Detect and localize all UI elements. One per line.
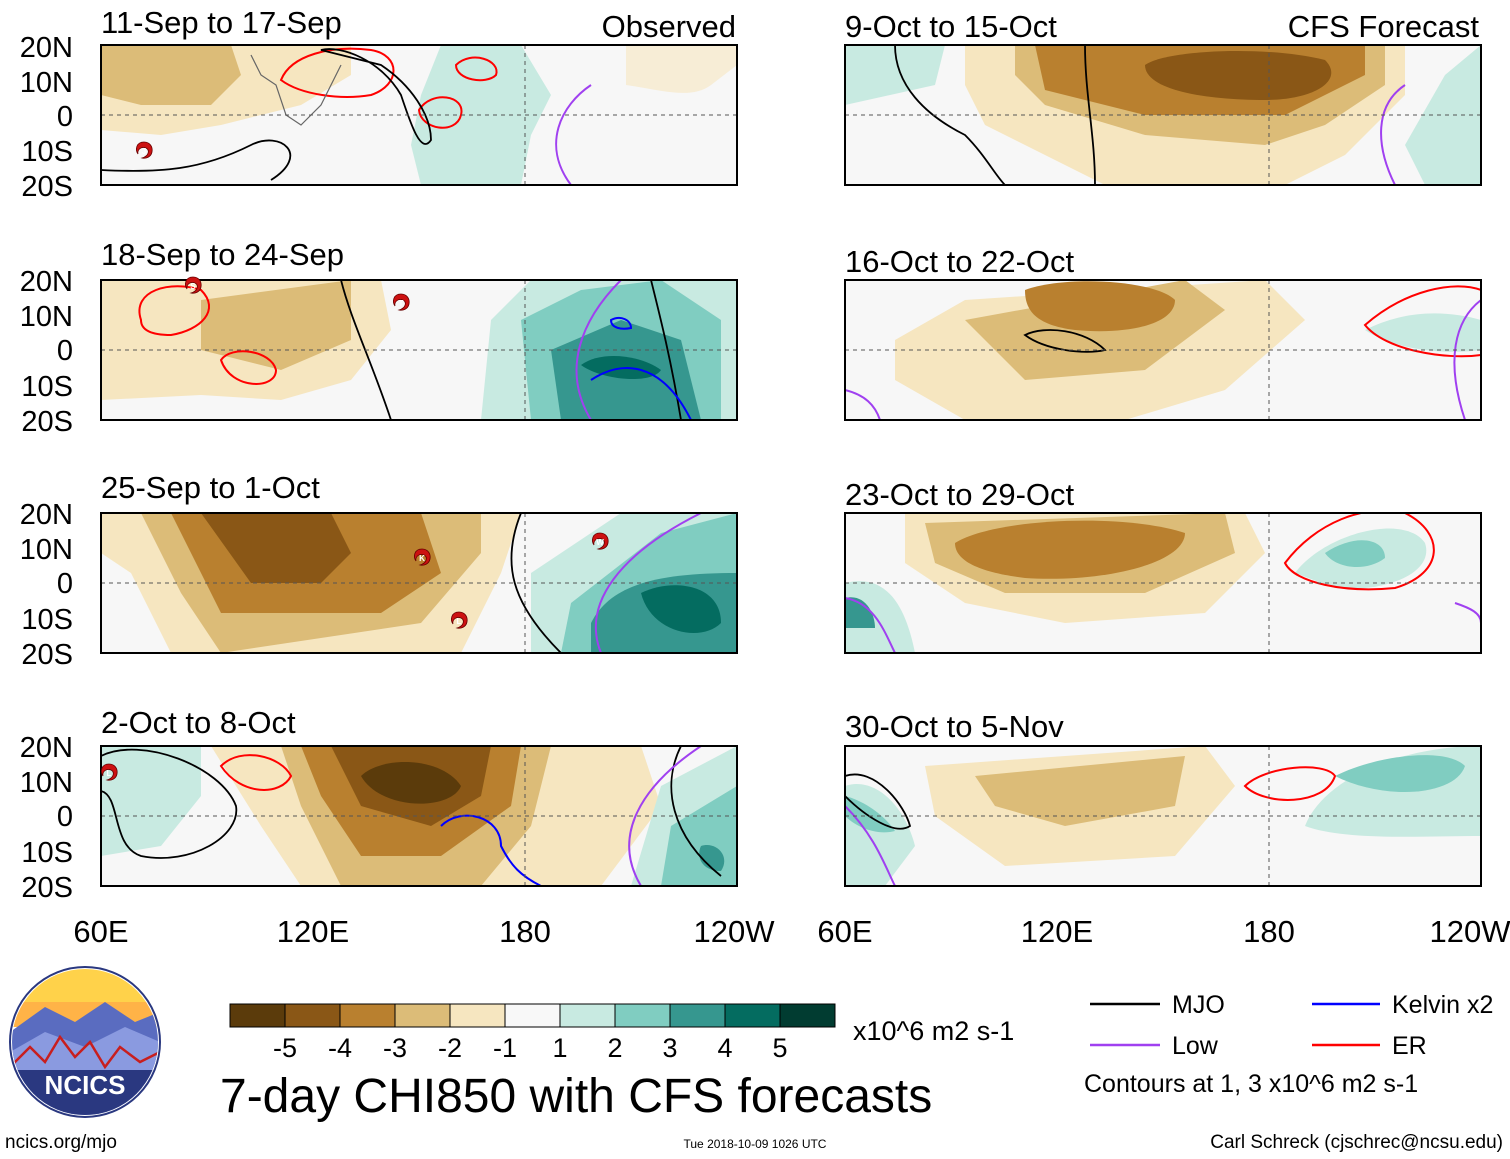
lat-label: 10S: [21, 837, 73, 869]
figure-title: 7-day CHI850 with CFS forecasts: [220, 1070, 932, 1123]
panel-forecast-4: [844, 745, 1482, 887]
lat-label: 0: [57, 335, 73, 367]
cyclone-marker-letter: J: [142, 147, 146, 156]
panel-observed-4: L: [100, 745, 738, 887]
colorbar-tick-label: -1: [493, 1033, 517, 1063]
colorbar-swatch: [779, 1003, 836, 1028]
lat-label: 0: [57, 568, 73, 600]
colorbar-tick-label: 3: [662, 1033, 677, 1063]
cyclone-marker-letter: L: [107, 769, 112, 778]
lat-label: 10N: [20, 67, 73, 99]
panel-observed-1: J: [100, 44, 738, 186]
colorbar-swatch: [229, 1003, 286, 1028]
footer-author: Carl Schreck (cjschrec@ncsu.edu): [1210, 1132, 1503, 1153]
legend-label-er: ER: [1392, 1032, 1427, 1060]
panel-observed-3: K W L: [100, 512, 738, 654]
colorbar-swatch: [669, 1003, 726, 1028]
colorbar-tick-label: -2: [438, 1033, 462, 1063]
lat-label: 10N: [20, 301, 73, 333]
footer-url: ncics.org/mjo: [5, 1132, 117, 1153]
colorbar-tick-label: 1: [552, 1033, 567, 1063]
lat-label: 20N: [20, 499, 73, 531]
panel-forecast-3: [844, 512, 1482, 654]
lon-label: 120E: [277, 914, 349, 949]
colorbar-swatch: [449, 1003, 506, 1028]
lat-labels-group: 20N 10N 0 10S 20S 20N 10N 0 10S 20S 20N …: [20, 32, 73, 904]
colorbar-swatch: [724, 1003, 781, 1028]
lat-label: 10N: [20, 534, 73, 566]
lon-labels-group: 60E 120E 180 120W 60E 120E 180 120W: [73, 914, 1510, 949]
lat-label: 0: [57, 101, 73, 133]
legend-label-mjo: MJO: [1172, 991, 1225, 1019]
legend-label-kelvin: Kelvin x2: [1392, 991, 1493, 1019]
panel-observed-2: ST: [100, 276, 738, 421]
lat-label: 10N: [20, 767, 73, 799]
legend-note: Contours at 1, 3 x10^6 m2 s-1: [1084, 1070, 1418, 1098]
lat-label: 10S: [21, 604, 73, 636]
colorbar-swatch: [504, 1003, 561, 1028]
panel-forecast-2: [844, 279, 1482, 421]
cfs-forecast-header: CFS Forecast: [1288, 9, 1480, 44]
logo-text: NCICS: [45, 1070, 126, 1100]
legend-label-low: Low: [1172, 1032, 1219, 1060]
colorbar-swatch: [614, 1003, 671, 1028]
lon-label: 60E: [817, 914, 872, 949]
observed-header: Observed: [602, 9, 736, 44]
colorbar-tick-label: 4: [717, 1033, 732, 1063]
panel-observed-3-title: 25-Sep to 1-Oct: [101, 470, 320, 505]
panel-forecast-3-title: 23-Oct to 29-Oct: [845, 477, 1075, 512]
cyclone-marker-letter: S: [190, 282, 196, 291]
panel-forecast-1-title: 9-Oct to 15-Oct: [845, 9, 1057, 44]
lon-label: 180: [499, 914, 551, 949]
colorbar-swatch: [339, 1003, 396, 1028]
colorbar-tick-label: 2: [607, 1033, 622, 1063]
colorbar-swatch: [284, 1003, 341, 1028]
lon-label: 120W: [1430, 914, 1510, 949]
colorbar-tick-label: 5: [772, 1033, 787, 1063]
colorbar-tick-label: -3: [383, 1033, 407, 1063]
cyclone-marker-letter: L: [457, 617, 462, 626]
lat-label: 10S: [21, 371, 73, 403]
panel-forecast-4-title: 30-Oct to 5-Nov: [845, 709, 1064, 744]
lat-label: 20N: [20, 732, 73, 764]
panel-observed-1-title: 11-Sep to 17-Sep: [101, 5, 342, 40]
panel-observed-4-title: 2-Oct to 8-Oct: [101, 705, 296, 740]
panel-forecast-2-title: 16-Oct to 22-Oct: [845, 244, 1075, 279]
cyclone-marker-letter: W: [596, 538, 604, 547]
ncics-logo: NCICS: [9, 966, 161, 1118]
lat-label: 20S: [21, 872, 73, 904]
colorbar-swatch: [559, 1003, 616, 1028]
lon-label: 60E: [73, 914, 128, 949]
colorbar-tick-label: -5: [273, 1033, 297, 1063]
lat-label: 20S: [21, 406, 73, 438]
panel-observed-2-title: 18-Sep to 24-Sep: [101, 237, 344, 272]
cyclone-marker-letter: T: [399, 299, 404, 308]
lon-label: 180: [1243, 914, 1295, 949]
lat-label: 20N: [20, 266, 73, 298]
lon-label: 120W: [694, 914, 776, 949]
lat-label: 20S: [21, 639, 73, 671]
lat-label: 10S: [21, 136, 73, 168]
colorbar-tick-label: -4: [328, 1033, 352, 1063]
lat-label: 20N: [20, 32, 73, 64]
panel-forecast-1: [844, 44, 1482, 186]
lat-label: 0: [57, 801, 73, 833]
colorbar-units: x10^6 m2 s-1: [853, 1016, 1014, 1046]
footer-timestamp: Tue 2018-10-09 1026 UTC: [684, 1137, 827, 1151]
legend: MJO Kelvin x2 Low ER Contours at 1, 3 x1…: [1084, 991, 1493, 1098]
colorbar-swatch: [394, 1003, 451, 1028]
cyclone-marker-letter: K: [419, 554, 425, 563]
colorbar: -5 -4 -3 -2 -1 1 2 3 4 5: [229, 1003, 836, 1063]
lon-label: 120E: [1021, 914, 1093, 949]
lat-label: 20S: [21, 171, 73, 203]
